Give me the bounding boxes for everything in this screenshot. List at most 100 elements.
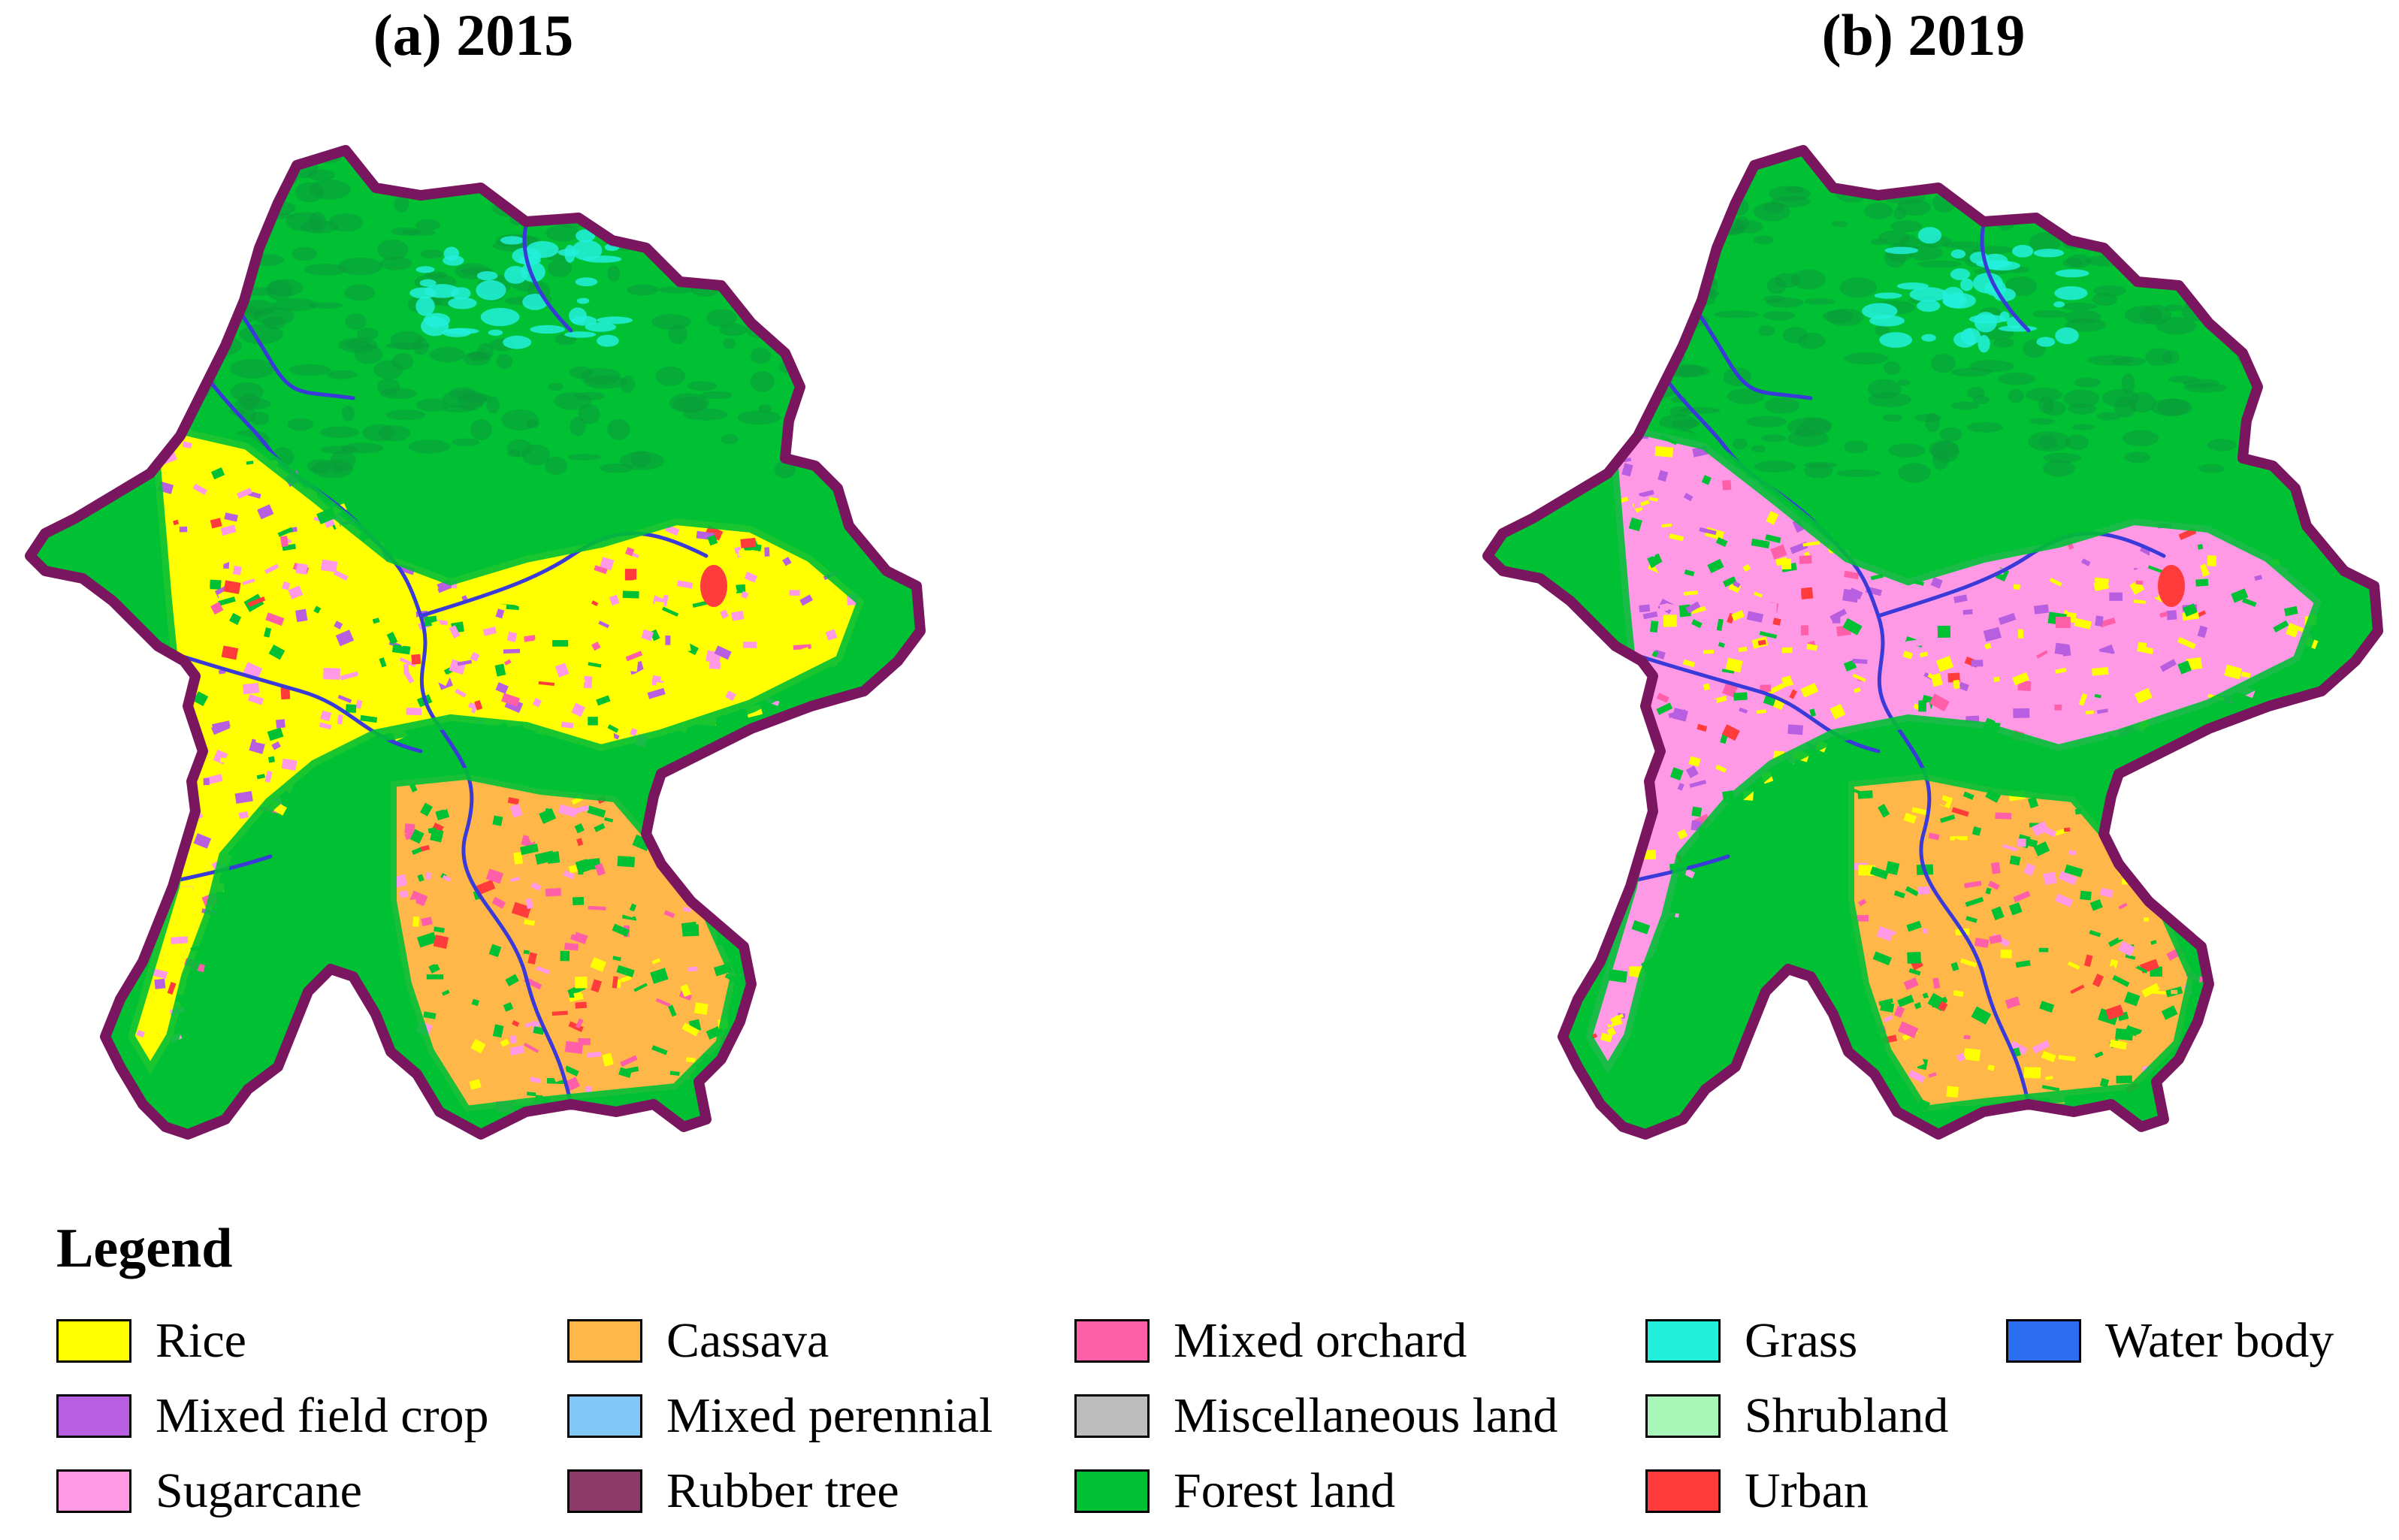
landcover-patch: [2118, 902, 2128, 910]
landcover-patch: [2020, 659, 2031, 669]
grass-patch: [1921, 334, 1936, 342]
forest-texture: [607, 418, 630, 440]
forest-texture: [1543, 209, 1584, 223]
landcover-patch: [192, 616, 211, 629]
forest-texture: [169, 159, 214, 166]
landcover-patch: [2131, 1063, 2144, 1072]
landcover-patch: [2141, 983, 2160, 998]
landcover-patch: [2005, 996, 2020, 1009]
landcover-patch: [2063, 827, 2071, 832]
landcover-patch: [624, 578, 642, 589]
landcover-patch: [1971, 826, 1982, 836]
forest-texture: [186, 199, 224, 209]
forest-texture: [1764, 397, 1800, 414]
legend-label: Water body: [2105, 1313, 2334, 1368]
landcover-patch: [2043, 871, 2057, 885]
landcover-patch: [271, 741, 281, 750]
landcover-patch: [355, 699, 363, 709]
landcover-patch: [2023, 1067, 2041, 1079]
landcover-patch: [2248, 640, 2260, 653]
landcover-patch: [538, 681, 555, 687]
landcover-patch: [2098, 539, 2116, 552]
forest-texture: [2143, 248, 2162, 255]
landcover-patch: [1714, 494, 1724, 503]
landcover-patch: [1880, 849, 1899, 863]
landcover-patch: [2041, 1085, 2060, 1092]
landcover-patch: [532, 697, 542, 708]
landcover-patch: [2032, 1040, 2050, 1054]
legend-item: Mixed field crop: [56, 1390, 489, 1442]
landcover-patch: [1787, 724, 1803, 735]
forest-texture: [1984, 195, 1998, 216]
landcover-patch: [635, 596, 649, 607]
landcover-patch: [612, 923, 630, 937]
grass-patch: [503, 335, 532, 349]
map-title-2015: (a) 2015: [373, 2, 574, 68]
landcover-patch: [1940, 814, 1956, 823]
grass-patch: [415, 266, 435, 273]
landcover-patch: [170, 465, 180, 476]
forest-texture: [230, 358, 275, 379]
landcover-patch: [447, 701, 456, 709]
forest-texture: [1823, 310, 1854, 323]
forest-texture: [420, 249, 444, 258]
forest-texture: [2207, 439, 2237, 451]
landcover-patch: [650, 968, 669, 984]
landcover-patch: [1738, 646, 1748, 653]
grass-patch: [2055, 327, 2079, 345]
forest-texture: [379, 388, 417, 399]
landcover-patch: [1956, 1052, 1966, 1062]
landcover-patch: [1628, 517, 1642, 532]
grass-patch: [582, 255, 622, 263]
landcover-patch: [442, 874, 452, 882]
forest-texture: [2232, 244, 2262, 255]
forest-texture: [750, 370, 775, 392]
landcover-patch: [1680, 518, 1691, 528]
landcover-patch: [326, 621, 335, 630]
landcover-patch: [1677, 782, 1684, 791]
landcover-patch: [1739, 707, 1748, 714]
forest-texture: [401, 229, 436, 236]
landcover-patch: [193, 691, 209, 706]
landcover-patch: [268, 644, 286, 660]
landcover-patch: [501, 693, 521, 707]
landcover-patch: [399, 657, 416, 668]
forest-texture: [723, 338, 736, 349]
landcover-patch: [1842, 588, 1860, 603]
landcover-patch: [1911, 908, 1925, 920]
forest-texture: [131, 185, 157, 195]
landcover-patch: [467, 972, 484, 980]
map-title-2019: (b) 2019: [1821, 2, 2026, 68]
landcover-patch: [291, 517, 299, 527]
landcover-patch: [1902, 651, 1914, 660]
forest-texture: [341, 442, 384, 454]
forest-texture: [109, 423, 130, 444]
forest-texture: [2163, 153, 2206, 174]
landcover-patch: [525, 898, 533, 910]
landcover-patch: [564, 943, 579, 951]
landcover-patch: [551, 1010, 568, 1016]
landcover-patch: [1731, 610, 1745, 621]
landcover-patch: [658, 704, 666, 716]
landcover-patch: [631, 944, 649, 953]
forest-texture: [100, 267, 131, 273]
landcover-patch: [1665, 644, 1675, 654]
forest-texture: [578, 404, 600, 424]
landcover-patch: [203, 803, 222, 817]
landcover-patch: [2205, 674, 2218, 687]
landcover-patch: [677, 695, 687, 705]
landcover-patch: [2161, 1005, 2178, 1020]
grass-patch: [1909, 287, 1948, 302]
forest-texture: [2153, 217, 2188, 227]
forest-texture: [179, 267, 206, 276]
landcover-patch: [2027, 796, 2039, 809]
province-boundary: [25, 145, 926, 1140]
landcover-patch: [2050, 959, 2058, 967]
landcover-patch: [335, 630, 355, 647]
landcover-patch: [218, 596, 236, 606]
landcover-patch: [645, 621, 659, 631]
landcover-patch: [2065, 938, 2078, 947]
landcover-patch: [1718, 642, 1725, 648]
forest-texture: [2029, 418, 2055, 425]
legend-swatch: [1074, 1469, 1150, 1513]
